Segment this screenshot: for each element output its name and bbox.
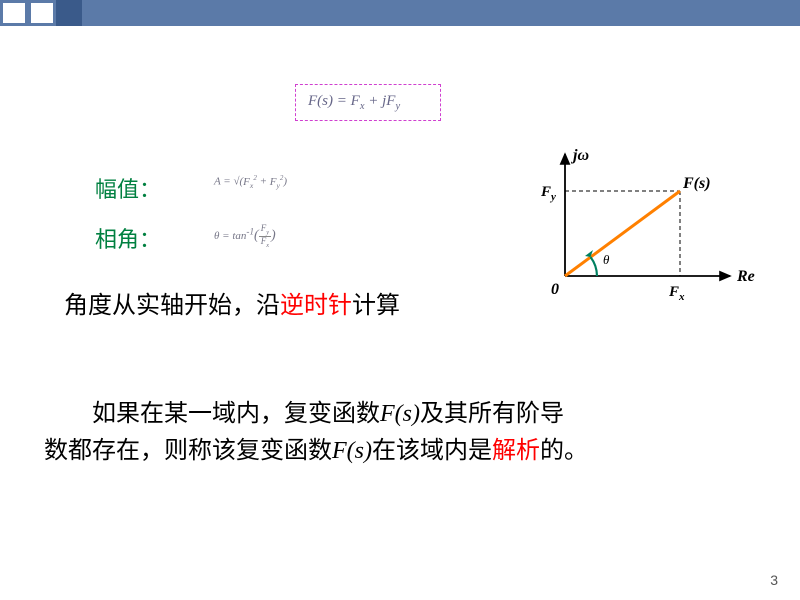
body2-l2-fs: F(s) <box>332 438 372 464</box>
complex-plane-diagram: jω Re F(s) Fy Fx 0 θ <box>535 146 765 306</box>
top-decoration-bar <box>0 0 800 26</box>
deco-square <box>30 2 54 24</box>
angle-direction-text: 角度从实轴开始，沿逆时针计算 <box>64 288 400 325</box>
fx-label: Fx <box>668 284 685 303</box>
body1-post: 计算 <box>352 293 400 319</box>
slide-content: F(s) = Fx + jFy 幅值： 相角： A = √(Fx2 + Fy2)… <box>0 26 800 600</box>
deco-square-dark <box>56 0 82 26</box>
theta-formula: θ = tan-1(FyFx) <box>214 224 276 249</box>
jw-axis-label: jω <box>570 147 589 164</box>
origin-label: 0 <box>551 281 559 298</box>
body2-l2-pre: 数都存在，则称该复变函数 <box>44 438 332 464</box>
fy-label: Fy <box>540 184 556 203</box>
body2-l2-post: 的。 <box>540 438 588 464</box>
amplitude-formula: A = √(Fx2 + Fy2) <box>214 174 287 190</box>
body1-red: 逆时针 <box>280 293 352 319</box>
body2-l2-mid: 在该域内是 <box>372 438 492 464</box>
main-formula-text: F(s) = Fx + jFy <box>308 93 400 109</box>
body1-pre: 角度从实轴开始，沿 <box>64 293 280 319</box>
body2-l1-post: 及其所有阶导 <box>420 401 564 427</box>
magnitude-label: 幅值： <box>95 172 161 204</box>
analytic-definition-text: 如果在某一域内，复变函数F(s)及其所有阶导 数都存在，则称该复变函数F(s)在… <box>44 396 764 470</box>
phase-label: 相角： <box>95 222 161 254</box>
main-formula-box: F(s) = Fx + jFy <box>295 84 441 121</box>
page-number: 3 <box>770 572 778 588</box>
body2-l1-fs: F(s) <box>380 401 420 427</box>
re-axis-label: Re <box>736 268 755 285</box>
deco-square <box>2 2 26 24</box>
body2-l2-red: 解析 <box>492 438 540 464</box>
theta-label: θ <box>603 252 610 267</box>
body2-l1-pre: 如果在某一域内，复变函数 <box>44 401 380 427</box>
fs-point-label: F(s) <box>682 175 711 192</box>
